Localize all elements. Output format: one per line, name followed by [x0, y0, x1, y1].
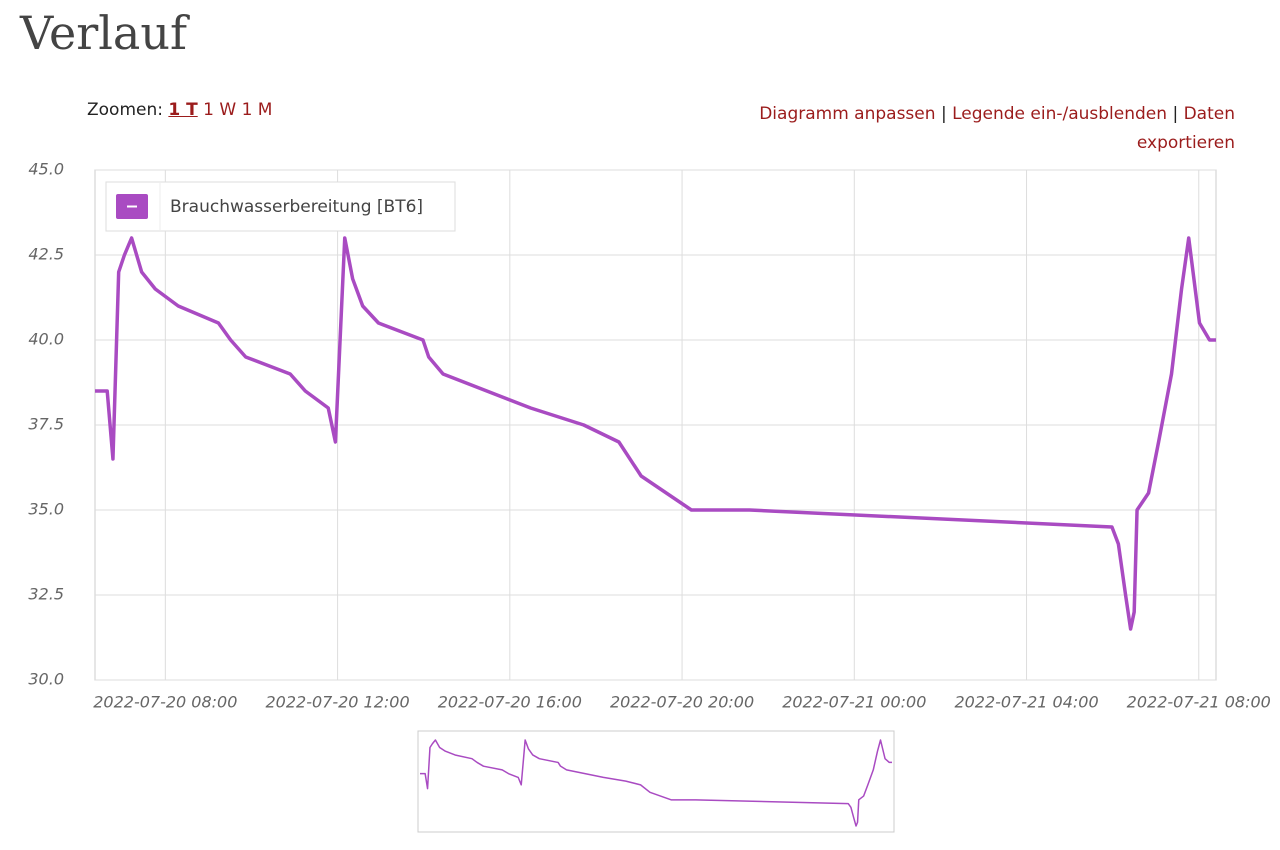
legend-label: Brauchwasserbereitung [BT6] — [170, 197, 423, 217]
zoom-option[interactable]: 1 W — [203, 100, 237, 120]
y-tick-label: 45.0 — [28, 160, 64, 179]
navigator-line — [420, 739, 892, 827]
page-title: Verlauf — [20, 6, 187, 60]
legend-box — [105, 181, 456, 232]
zoom-label: Zoomen: — [87, 100, 163, 120]
y-tick-label: 40.0 — [28, 330, 64, 349]
separator: | — [940, 104, 947, 124]
zoom-option[interactable]: 1 T — [168, 100, 198, 120]
y-tick-label: 30.0 — [28, 670, 64, 689]
separator: | — [1172, 104, 1179, 124]
x-tick-label: 2022-07-20 12:00 — [265, 693, 409, 712]
x-tick-label: 2022-07-21 00:00 — [782, 693, 926, 712]
zoom-option[interactable]: 1 M — [241, 100, 273, 120]
zoom-bar: Zoomen: 1 T 1 W 1 M — [87, 100, 272, 120]
x-tick-label: 2022-07-21 04:00 — [954, 693, 1098, 712]
y-tick-label: 37.5 — [28, 415, 64, 434]
navigator-frame — [417, 730, 895, 833]
y-tick-label: 35.0 — [28, 500, 64, 519]
legend-toggle-link[interactable]: Legende ein-/ausblenden — [952, 104, 1168, 124]
x-tick-label: 2022-07-21 08:00 — [1127, 693, 1271, 712]
export-link[interactable]: Daten exportieren — [1136, 104, 1235, 153]
x-tick-label: 2022-07-20 08:00 — [93, 693, 237, 712]
series-line — [95, 236, 1216, 631]
customize-link[interactable]: Diagramm anpassen — [759, 104, 936, 124]
chart-links: Diagramm anpassen | Legende ein-/ausblen… — [675, 100, 1235, 158]
x-tick-label: 2022-07-20 20:00 — [610, 693, 754, 712]
x-tick-label: 2022-07-20 16:00 — [438, 693, 582, 712]
y-tick-label: 32.5 — [28, 585, 64, 604]
y-tick-label: 42.5 — [28, 245, 64, 264]
